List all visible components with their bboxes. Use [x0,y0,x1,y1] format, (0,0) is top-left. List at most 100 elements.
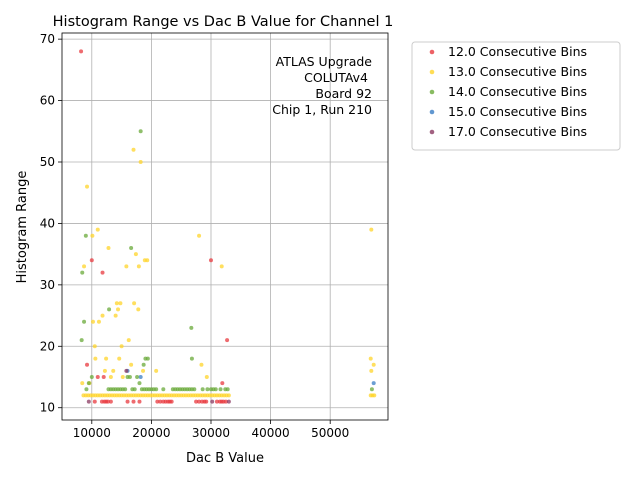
data-point [155,399,160,404]
data-point [129,362,134,367]
data-point [225,338,230,343]
data-point [80,381,85,386]
y-tick-label: 30 [40,278,55,292]
data-point [189,356,194,361]
data-point [133,252,138,257]
data-point [95,227,100,232]
series-1-points [79,49,230,404]
data-point [113,313,118,318]
data-point [104,356,109,361]
data-point [131,147,136,152]
data-point [86,399,91,404]
data-point [86,381,91,386]
series-3-points [79,129,374,392]
data-point [96,319,101,324]
data-point [197,233,202,238]
legend-marker [429,69,435,75]
x-axis: 10000 20000 30000 40000 50000 [73,420,349,440]
x-axis-label: Dac B Value [186,451,264,466]
legend-box [411,41,621,151]
plot-frame [61,32,389,421]
data-points [79,49,377,404]
data-point [132,387,137,392]
data-point [92,399,97,404]
x-tick-label: 40000 [251,426,289,440]
data-point [192,387,197,392]
data-point [200,387,205,392]
x-tick-label: 20000 [132,426,170,440]
data-point [100,313,105,318]
chart-title: Histogram Range vs Dac B Value for Chann… [53,14,394,30]
data-point [83,233,88,238]
data-point [107,307,112,312]
data-point [82,319,87,324]
legend-entry-label: 15.0 Consecutive Bins [448,104,587,119]
data-point [169,399,174,404]
data-point [93,356,98,361]
series-5-points [86,368,231,404]
data-point [95,375,100,379]
data-point [127,375,132,379]
annotation-line-2: COLUTAv4 [304,70,368,85]
legend-entry-label: 12.0 Consecutive Bins [448,44,587,59]
y-tick-label: 40 [40,216,55,230]
data-point [79,49,84,54]
data-point [114,301,119,306]
data-point [105,399,110,404]
data-point [194,399,199,404]
y-tick-label: 10 [40,401,55,415]
grid-lines [62,33,388,420]
data-point [85,184,90,189]
data-point [154,368,159,373]
data-point [108,375,113,379]
legend-marker [429,129,435,135]
data-point [100,270,105,275]
data-point [82,264,87,269]
data-point [124,264,129,269]
legend-marker [429,49,435,55]
data-point [219,264,224,269]
data-point [371,381,376,386]
x-tick-label: 30000 [192,426,230,440]
data-point [369,227,374,232]
y-axis: 10 20 30 40 50 60 70 [40,32,62,415]
data-point [371,362,376,367]
data-point [102,368,107,373]
y-tick-label: 70 [40,32,55,46]
data-point [205,387,210,392]
data-point [89,258,94,263]
legend-entry-label: 13.0 Consecutive Bins [448,64,587,79]
x-tick-label: 50000 [311,426,349,440]
data-point [368,356,373,361]
data-point [204,399,209,404]
data-point [210,399,215,404]
data-point [137,381,142,386]
data-point [118,301,123,306]
data-point [136,307,141,312]
data-point [117,356,122,361]
legend-marker [429,109,435,115]
data-point [84,387,89,392]
data-point [85,362,90,367]
data-point [154,387,159,392]
data-point [125,399,130,404]
data-point [79,338,84,343]
data-point [108,399,113,404]
data-point [119,344,124,349]
data-point [226,399,231,404]
data-point [225,387,230,392]
data-point [138,375,143,379]
data-point [158,399,163,404]
data-point [161,387,166,392]
y-axis-label: Histogram Range [15,171,30,284]
plot-background [62,33,388,420]
data-point [90,233,95,238]
data-point [369,368,374,373]
data-point [214,399,219,404]
data-point [131,399,136,404]
annotation-line-3: Board 92 [315,86,372,101]
data-point [124,368,129,373]
data-point [138,129,143,134]
